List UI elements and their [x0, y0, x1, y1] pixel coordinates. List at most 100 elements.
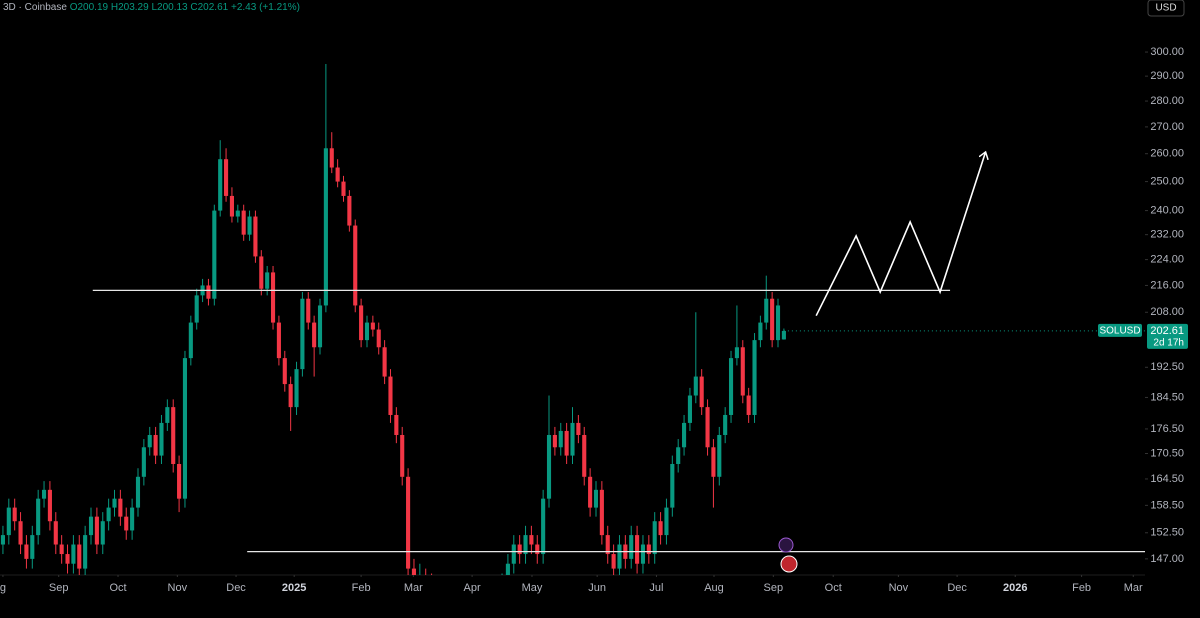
candle-body — [188, 322, 193, 359]
symbol-tag — [1098, 323, 1142, 337]
header-open: O200.19 — [70, 2, 109, 13]
candle-body — [376, 329, 381, 348]
event-icon[interactable] — [780, 555, 798, 573]
candle-body — [775, 305, 781, 341]
candle-body — [0, 535, 5, 545]
candle-body — [629, 535, 634, 559]
candle-body — [194, 295, 199, 323]
candle-body — [347, 195, 352, 226]
candle-body — [130, 507, 135, 531]
candle-body — [153, 434, 158, 456]
candle-body — [12, 507, 17, 522]
symbol-tag-label: SOLUSD — [1099, 326, 1140, 337]
candle-body — [388, 376, 393, 415]
event-icon[interactable] — [778, 537, 794, 553]
candle-body — [593, 489, 599, 508]
candle-body — [505, 563, 510, 575]
candle-body — [394, 414, 399, 435]
candle-body — [83, 535, 88, 569]
candle-body — [59, 544, 64, 555]
projection-path — [815, 153, 985, 317]
candle-body — [159, 422, 164, 456]
candle-body — [335, 167, 340, 182]
candle-body — [306, 298, 311, 323]
x-tick-label: 2025 — [282, 582, 306, 594]
candle-body — [312, 322, 317, 348]
candle-body — [253, 216, 258, 257]
candle-body — [705, 407, 710, 448]
candle-body — [353, 225, 358, 306]
candle-body — [259, 256, 264, 289]
candle-body — [664, 507, 669, 536]
x-tick-label: 2026 — [1003, 582, 1027, 594]
candle-body — [717, 434, 722, 477]
candle-body — [241, 210, 246, 235]
y-tick-label: 240.00 — [1150, 204, 1184, 216]
candle-body — [100, 521, 105, 545]
candle-body — [106, 507, 111, 522]
candle-body — [711, 447, 716, 477]
candle-body — [47, 489, 52, 522]
price-tag — [1147, 323, 1188, 349]
candle-body — [247, 216, 252, 235]
candle-body — [558, 430, 563, 448]
candle-body — [682, 422, 687, 448]
candle-body — [752, 340, 757, 415]
candle-body — [400, 434, 405, 477]
candle-body — [141, 447, 146, 477]
candle-body — [288, 384, 293, 408]
candle-body — [206, 285, 211, 299]
y-tick-label: 164.50 — [1150, 473, 1184, 485]
candle-body — [764, 298, 769, 323]
candle-body — [364, 322, 370, 341]
candle-body — [65, 554, 70, 564]
candle-body — [147, 434, 152, 448]
candle-body — [511, 544, 516, 564]
x-tick-label: Feb — [352, 582, 371, 594]
currency-button[interactable] — [1147, 0, 1185, 17]
y-tick-label: 192.50 — [1150, 361, 1184, 373]
y-tick-label: 300.00 — [1150, 46, 1184, 58]
x-tick-label: Dec — [226, 582, 246, 594]
candle-body — [329, 148, 334, 168]
x-tick-label: Sep — [764, 582, 784, 594]
candle-body — [406, 476, 411, 569]
candle-body — [781, 330, 786, 340]
y-tick-label: 232.00 — [1150, 229, 1184, 241]
candle-body — [30, 535, 35, 559]
candle-body — [599, 489, 604, 536]
candle-body — [382, 347, 387, 377]
candle-body — [118, 498, 123, 517]
y-tick-label: 280.00 — [1150, 95, 1184, 107]
candle-body — [658, 521, 663, 536]
axes: 300.00 290.00 280.00 270.00 260.00 250.00 240.… — [0, 46, 1184, 594]
candle-body — [529, 535, 534, 545]
candle-body — [235, 210, 240, 217]
y-tick-label: 224.00 — [1150, 254, 1184, 266]
candle-body — [71, 544, 76, 564]
header-close: C202.61 — [190, 2, 228, 13]
x-tick-label: Mar — [1124, 582, 1143, 594]
candle-body — [36, 498, 41, 536]
candle-body — [734, 347, 739, 359]
header-high: H203.29 — [111, 2, 149, 13]
plot-area — [0, 63, 1145, 575]
candle-body — [640, 544, 646, 564]
x-tick-label: Oct — [825, 582, 842, 594]
x-tick-label: Jun — [588, 582, 606, 594]
y-tick-label: 260.00 — [1150, 148, 1184, 160]
candle-body — [294, 369, 299, 408]
candle-body — [687, 395, 692, 423]
x-tick-label: Aug — [704, 582, 724, 594]
candle-body — [740, 347, 745, 396]
candle-body — [224, 159, 229, 196]
candle-body — [218, 159, 223, 211]
header-source: 3D · Coinbase — [3, 2, 67, 13]
currency-label[interactable]: USD — [1155, 3, 1176, 14]
y-tick-label: 250.00 — [1150, 175, 1184, 187]
candle-body — [341, 181, 346, 196]
candle-body — [411, 568, 417, 575]
candle-body — [300, 298, 305, 370]
candle-body — [124, 516, 129, 531]
